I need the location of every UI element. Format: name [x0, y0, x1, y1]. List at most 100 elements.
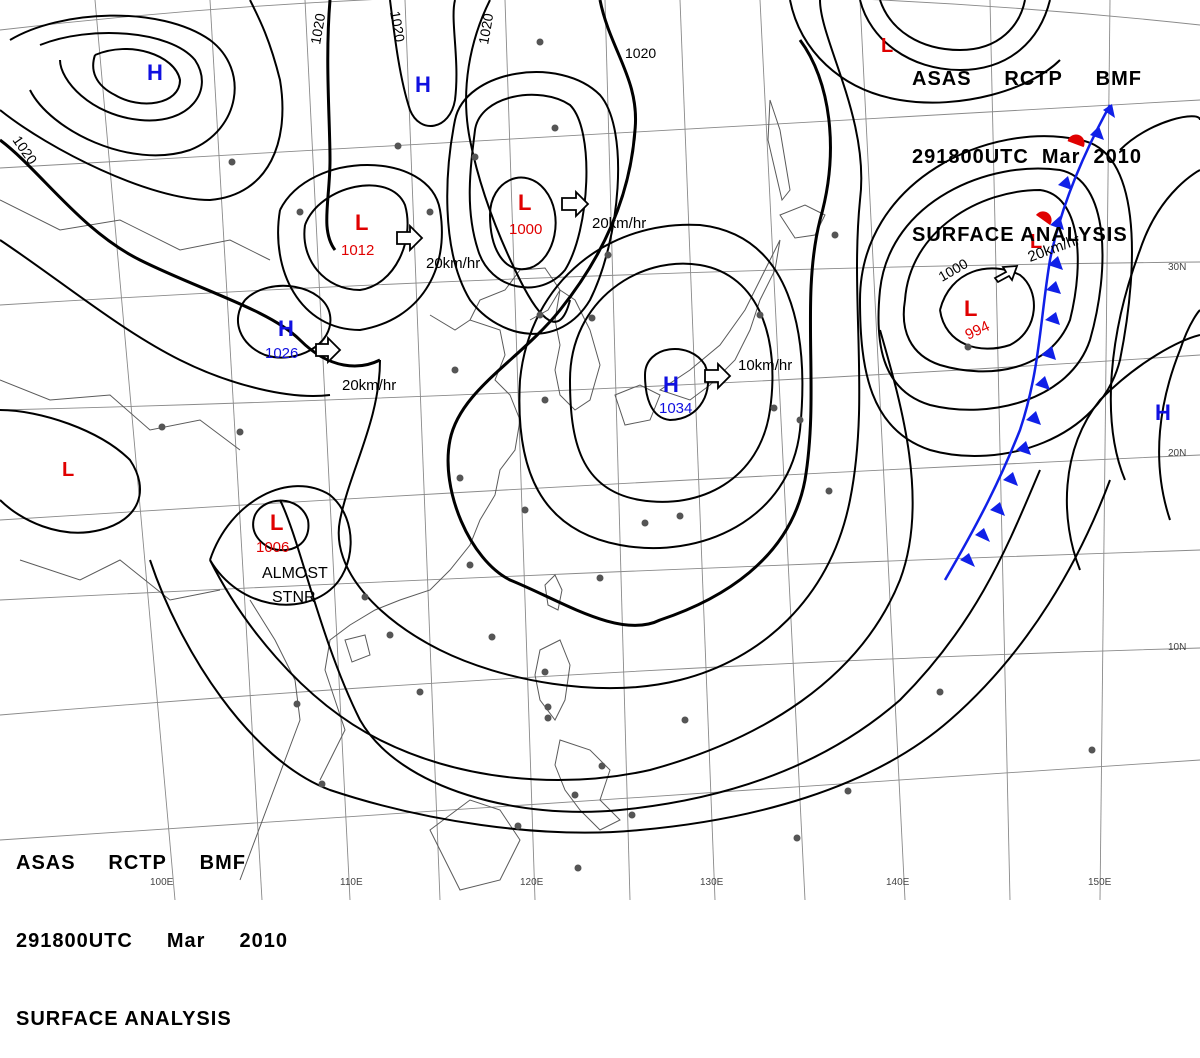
lat-label: 30N [1168, 262, 1186, 273]
isobar [209, 329, 914, 781]
lon-line-120e [504, 0, 536, 900]
isobar [877, 167, 1104, 411]
lon-label: 110E [340, 877, 363, 888]
coast-taiwan [544, 574, 563, 611]
isobar [0, 239, 331, 397]
stationary-note-line1: ALMOST [262, 565, 328, 582]
front-triangles [960, 104, 1115, 567]
isobar-label: 1020 [307, 12, 328, 46]
lon-label: 130E [700, 877, 724, 888]
lon-label: 100E [150, 877, 174, 888]
coordinate-labels: 100E 110E 120E 130E 140E 150E 30N 20N 10… [150, 262, 1186, 888]
movement-arrow [561, 189, 590, 219]
isobar [209, 485, 352, 606]
isobar [9, 14, 236, 157]
isobar-label: 1020 [387, 10, 408, 44]
coast-inland-3 [19, 559, 221, 601]
isobar-label: 1020 [475, 12, 496, 46]
isobar-1000 [939, 267, 1035, 350]
movement-arrow [315, 335, 342, 365]
lat-label: 10N [1168, 642, 1186, 653]
isobar [1158, 309, 1200, 521]
isobar [859, 0, 1051, 72]
isobar [1119, 115, 1200, 151]
isobar [277, 164, 443, 332]
isobar [0, 409, 141, 534]
coastlines [0, 99, 826, 891]
lon-line-115e [404, 0, 441, 900]
isobar [644, 348, 710, 422]
title-product: SURFACE ANALYSIS [16, 1008, 232, 1030]
lon-line-145e [989, 0, 1011, 900]
low-center-value: 1006 [256, 539, 289, 556]
pressure-centers: H H L 1012 L 1000 H 1026 H 1034 L 994 L … [62, 35, 1171, 556]
low-center-letter: L [964, 296, 977, 321]
isobar [789, 0, 1061, 104]
map-title-bottom-left: ASAS RCTP BMF 291800UTC Mar 2010 SURFACE… [16, 798, 288, 1058]
high-center-letter: H [147, 60, 163, 85]
title-month: Mar [166, 930, 206, 952]
isobar [92, 48, 182, 105]
lon-label: 120E [520, 877, 544, 888]
isobar [902, 188, 1079, 373]
lon-line-125e [604, 0, 631, 900]
title-time: 291800UTC [912, 146, 1029, 168]
coast-china-east [319, 314, 521, 781]
cold-front [943, 104, 1115, 581]
isobar [1109, 169, 1200, 481]
high-center-letter: H [278, 316, 294, 341]
isobar [489, 176, 557, 271]
lat-line-20n [0, 454, 1200, 521]
lon-label: 150E [1088, 877, 1112, 888]
title-year: 2010 [239, 930, 288, 952]
isobars [0, 0, 1200, 834]
isobar [879, 0, 1026, 52]
movement-speed: 20km/hr [342, 377, 396, 394]
isobar-label: 1020 [625, 45, 656, 61]
isobar [337, 0, 863, 689]
movement-arrows [315, 189, 1019, 391]
low-center-letter: L [1030, 231, 1042, 253]
stationary-note: ALMOST STNR [262, 565, 328, 606]
high-center-letter: H [415, 72, 431, 97]
title-source: BMF [1095, 68, 1142, 90]
isobar [859, 135, 1133, 457]
low-center-letter: L [518, 190, 531, 215]
coast-hainan [344, 634, 371, 663]
title-year: 2010 [1093, 146, 1142, 168]
movement-speed: 20km/hr [592, 215, 646, 232]
lon-line-140e [859, 0, 906, 900]
high-center-value: 1026 [265, 345, 298, 362]
high-center-letter: H [1155, 400, 1171, 425]
low-center-letter: L [62, 459, 74, 481]
title-agency: ASAS [912, 68, 972, 90]
isobar [1065, 334, 1200, 571]
isobar [468, 93, 588, 289]
movement-speed: 20km/hr [426, 255, 480, 272]
high-center-letter: H [663, 372, 679, 397]
stationary-note-line2: STNR [272, 589, 316, 606]
title-station: RCTP [1004, 68, 1063, 90]
title-agency: ASAS [16, 852, 76, 874]
low-center-value: 1000 [509, 221, 542, 238]
movement-speed: 10km/hr [738, 357, 792, 374]
low-center-value: 1012 [341, 242, 374, 259]
coast-philippines-south [554, 739, 621, 831]
isobar [569, 262, 774, 503]
isobar [518, 223, 804, 550]
low-center-letter: L [355, 210, 368, 235]
movement-arrow [993, 265, 1019, 284]
isobar [149, 479, 1111, 834]
coast-inland-1 [0, 199, 271, 261]
lon-line-110e [304, 0, 351, 900]
lon-label: 140E [886, 877, 910, 888]
title-station: RCTP [108, 852, 167, 874]
lon-line-100e [94, 0, 176, 900]
map-title-top-right: ASAS RCTP BMF 291800UTC Mar 2010 SURFACE… [912, 14, 1142, 274]
isobar [303, 184, 409, 292]
isobar-1020 [0, 138, 381, 368]
weather-map: 1020 1020 1020 1020 1020 1000 20km/hr 20… [0, 0, 1200, 900]
coast-indochina [239, 599, 301, 881]
coast-bohai [469, 267, 561, 321]
lat-label: 20N [1168, 448, 1186, 459]
